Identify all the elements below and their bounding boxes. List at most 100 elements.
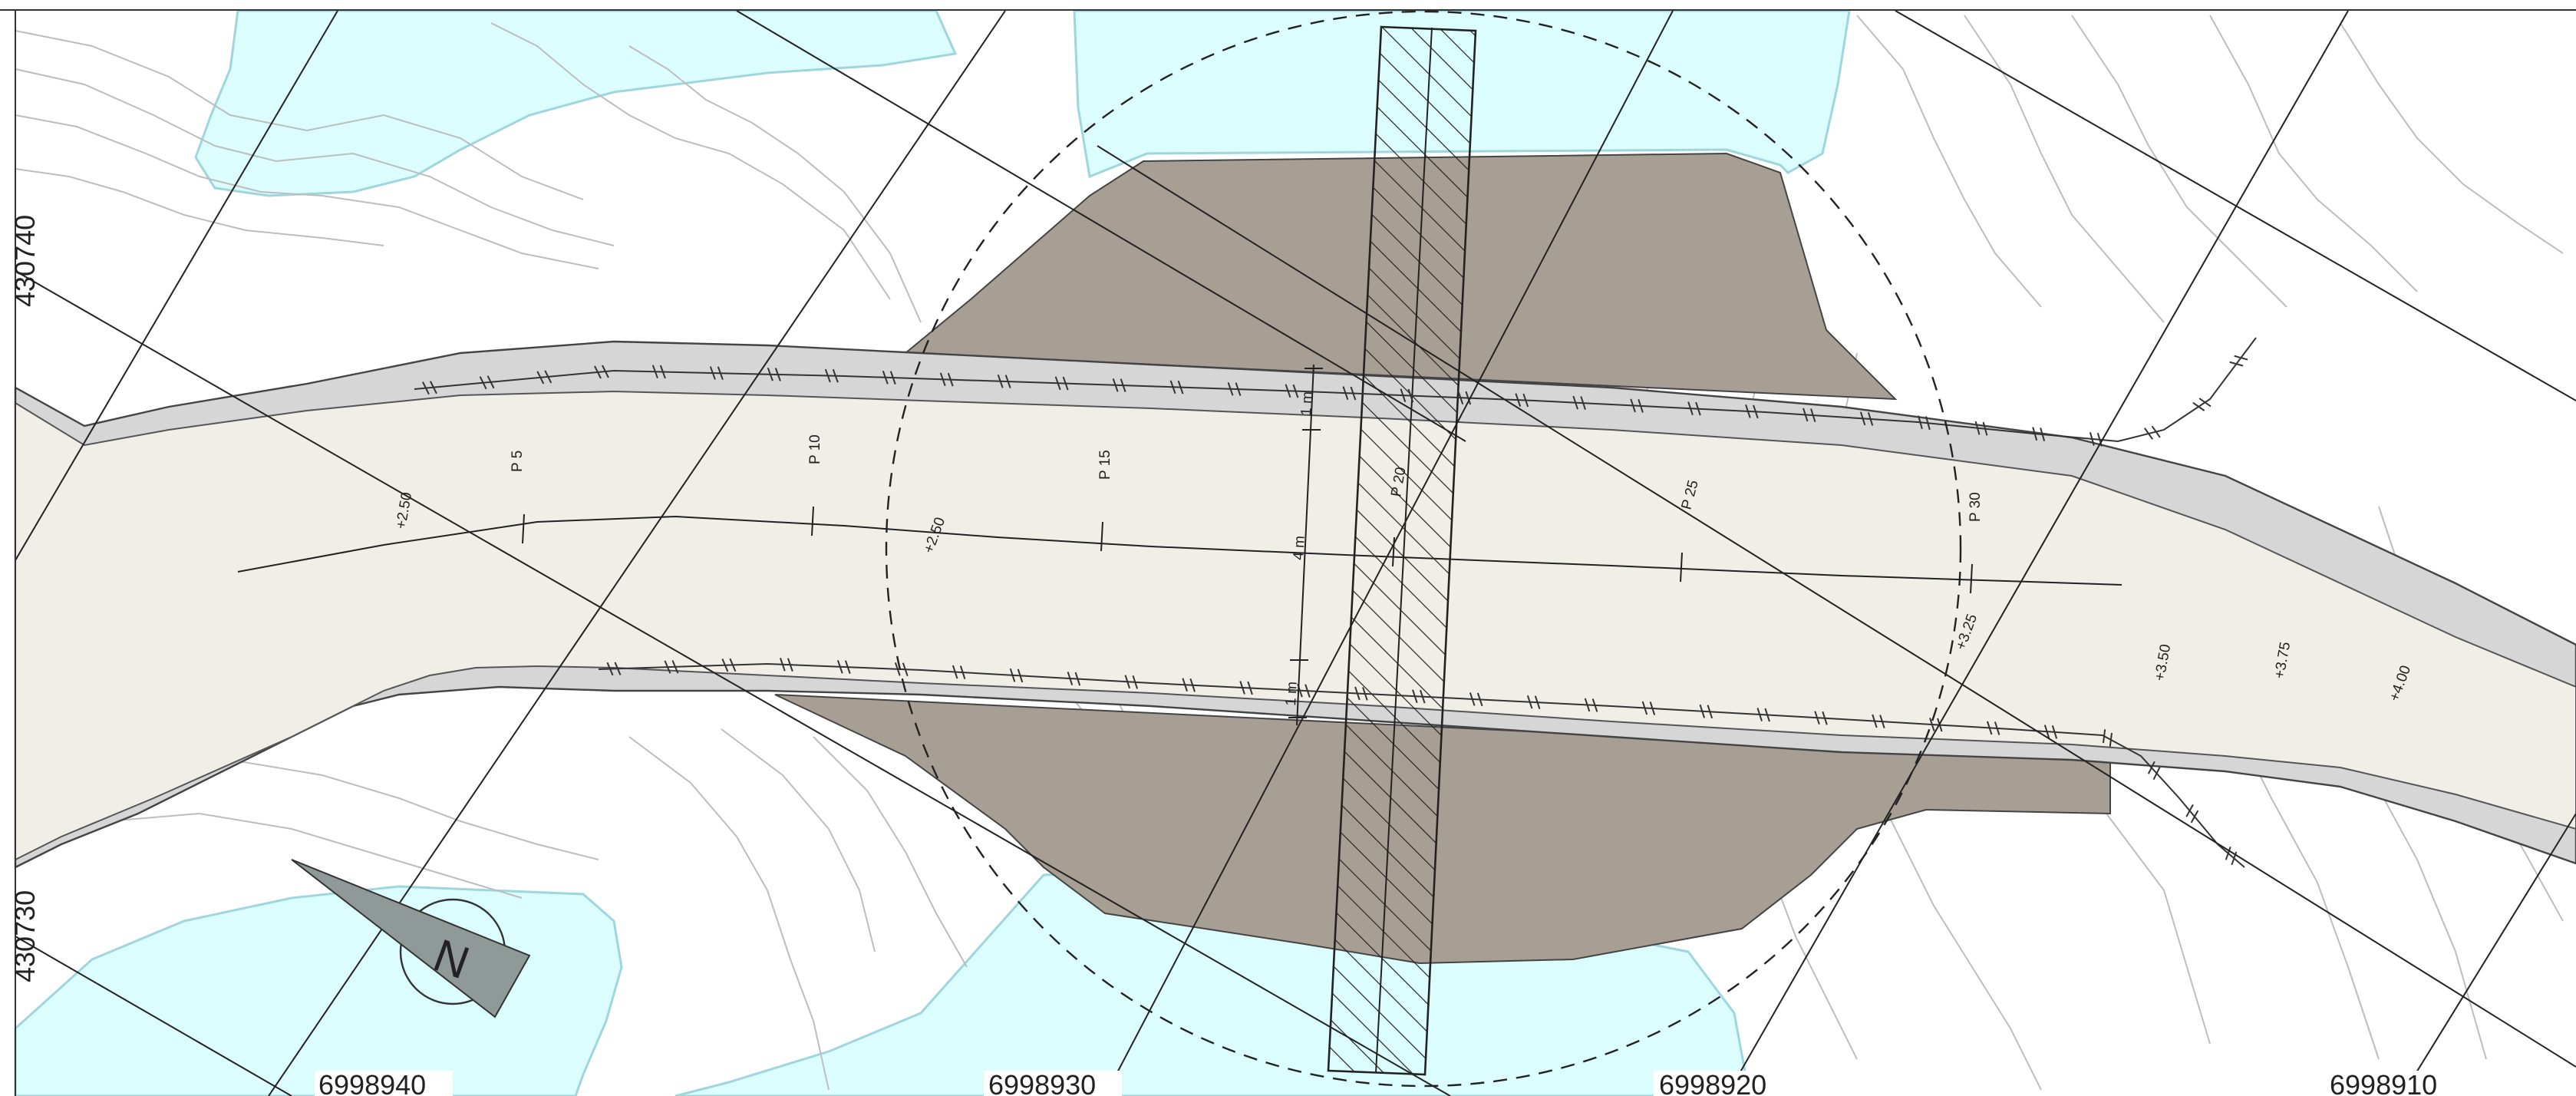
guardrail-post [1469, 692, 1476, 706]
guardrail-post [1630, 398, 1636, 413]
contour-line [15, 30, 584, 200]
grid-line [15, 10, 338, 561]
profile-tick-p15 [1100, 521, 1103, 552]
guardrail-post [1239, 681, 1245, 695]
guardrail-post [487, 375, 495, 389]
guardrail-post [824, 368, 831, 383]
guardrail-post [2192, 401, 2205, 411]
guardrail-post [1169, 380, 1176, 394]
contour-line [2209, 15, 2418, 292]
guardrail-post [1695, 401, 1701, 416]
dimension-lines [1288, 364, 1323, 726]
guardrail-post [1918, 415, 1923, 430]
dimension-label-carriageway: 4 m [1291, 536, 1308, 561]
guardrail-post [1522, 393, 1529, 408]
guardrail-post [664, 660, 671, 674]
guardrail-post [1227, 381, 1234, 396]
bridge-deck [1327, 25, 1477, 1076]
water-area-top-left [194, 9, 958, 197]
guardrail-post [721, 659, 729, 672]
guardrail-post [947, 372, 954, 387]
north-arrow-icon [291, 859, 531, 1018]
contour-line [15, 114, 599, 269]
coord-label-bg [2325, 1071, 2463, 1096]
guardrail-post [836, 659, 843, 674]
guardrail-post [1986, 721, 1993, 735]
contour-line [15, 68, 615, 246]
guardrail-post [614, 662, 622, 675]
guardrail-post [659, 365, 666, 379]
guardrail-post [2051, 725, 2058, 739]
guardrail-post [1354, 686, 1361, 701]
guardrail-post [1534, 695, 1541, 710]
guardrail-post [1292, 384, 1299, 398]
coord-label-x2: 6998930 [988, 1069, 1096, 1096]
guardrail-post [1707, 705, 1713, 719]
guardrail-post [882, 370, 889, 385]
guardrail-post [1699, 704, 1706, 718]
guardrail-post [729, 658, 737, 672]
coord-label-bg [1654, 1071, 1792, 1096]
road-centerline [237, 506, 2122, 594]
guardrail-post [894, 662, 901, 676]
guardrail-post [2225, 846, 2231, 860]
dimension-label-shoulder-bottom: 1 m [1283, 682, 1301, 707]
coord-label-x3: 6998920 [1659, 1069, 1766, 1096]
grid-line [1104, 10, 1674, 1096]
guardrail-post [2185, 804, 2194, 817]
coord-label-y-bottom: 430730 [9, 890, 41, 982]
guardrail-post [1753, 404, 1759, 419]
guardrail-post [1304, 684, 1311, 698]
guardrail-north [414, 337, 2257, 443]
guardrail-post [1867, 412, 1874, 426]
guardrail-post [2143, 428, 2154, 440]
guardrail-post [889, 371, 896, 385]
guardrail-post [1822, 711, 1828, 725]
guardrail-post [2032, 427, 2038, 441]
north-arrow: N [291, 859, 531, 1018]
profile-label-p30: P 30 [1967, 492, 1984, 522]
guardrail-post [1764, 708, 1770, 722]
guardrail-post [1745, 404, 1751, 418]
coord-label-bg [984, 1071, 1122, 1096]
guardrail-post [959, 665, 966, 679]
guardrail-post [594, 365, 602, 379]
guardrail-post [651, 365, 658, 379]
coord-label-x4: 6998910 [2330, 1069, 2437, 1096]
guardrail-post [1879, 715, 1885, 729]
contour-line [2340, 22, 2564, 254]
contour-line [15, 168, 384, 246]
guardrail-post [2043, 725, 2050, 739]
guardrail-post [787, 658, 793, 672]
profile-tick-p10 [811, 506, 814, 536]
guardrail-post [1189, 678, 1196, 692]
guardrail-post [606, 662, 614, 676]
guardrail-post [1584, 698, 1591, 712]
coord-label-y-top: 430740 [9, 215, 41, 307]
grid-line [1895, 10, 2576, 401]
guardrail-post [1120, 378, 1126, 392]
grid-line [1726, 10, 2349, 1096]
guardrail-post [1810, 408, 1816, 422]
guardrail-post [1687, 401, 1694, 416]
guardrail-post [1572, 395, 1578, 410]
guardrail-post [1004, 375, 1011, 388]
guardrail-post [1420, 689, 1426, 704]
guardrail-post [2190, 810, 2199, 824]
grid-line [15, 270, 1451, 1096]
grid-line [736, 10, 1466, 442]
guardrail-post [774, 368, 781, 381]
contour-line [721, 728, 876, 952]
guardrail-post [1285, 384, 1291, 398]
guardrail-posts [422, 355, 2248, 866]
guardrail-post [1580, 396, 1586, 411]
guardrail-post [479, 376, 487, 390]
guardrail-post [2089, 432, 2095, 446]
contour-line [1856, 15, 2042, 308]
guardrail-post [1994, 721, 2000, 735]
guardrail-post [1814, 711, 1820, 725]
guardrail-post [1247, 681, 1253, 695]
guardrail-post [780, 657, 786, 672]
contour-line [490, 22, 891, 300]
